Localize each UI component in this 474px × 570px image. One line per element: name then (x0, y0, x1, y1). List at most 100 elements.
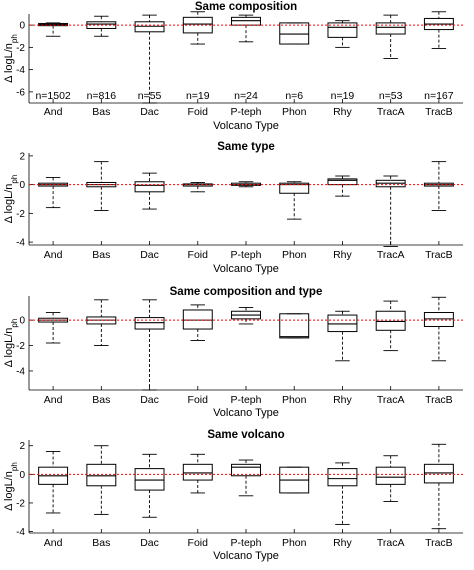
x-tick-label: Rhy (333, 106, 352, 118)
box-iqr (327, 468, 358, 487)
y-axis-label-subscript: ph (10, 34, 19, 43)
box-TracA (375, 300, 406, 352)
y-tick-label: 2 (19, 151, 25, 162)
x-tick-label: TracB (425, 106, 453, 118)
y-tick-label: -4 (16, 527, 25, 538)
box-And (38, 450, 69, 514)
box-Rhy (327, 462, 358, 525)
x-tick-label: Phon (282, 537, 307, 549)
sample-size-label: n=53 (379, 90, 403, 102)
box-iqr (375, 22, 406, 35)
x-tick-label: Bas (92, 106, 110, 118)
y-axis-label: Δ logL/nph (3, 34, 19, 83)
box-TracA (375, 455, 406, 502)
sample-size-label: n=19 (331, 90, 355, 102)
x-tick-label: Dac (140, 394, 159, 406)
y-tick-label: -2 (16, 498, 25, 509)
y-axis-label: Δ logL/nph (3, 462, 19, 511)
box-Foid (182, 182, 213, 193)
box-And (38, 176, 69, 209)
box-Bas (86, 445, 117, 515)
x-tick-label: And (44, 394, 63, 406)
box-Dac (134, 299, 165, 391)
box-TracA (375, 175, 406, 247)
box-iqr (86, 463, 117, 487)
x-tick-label: TracA (377, 249, 405, 261)
box-TracA (375, 14, 406, 59)
y-axis-label-subscript: ph (10, 462, 19, 471)
box-Phon (279, 313, 310, 339)
chart-title: Same composition and type (170, 286, 323, 298)
y-tick-label: -4 (16, 238, 25, 249)
y-tick-label: 0 (19, 180, 25, 191)
box-Rhy (327, 20, 358, 48)
y-axis-label-subscript: ph (10, 319, 19, 328)
y-tick-label: -2 (16, 341, 25, 352)
x-axis-label: Volcano Type (213, 263, 279, 275)
box-P-teph (231, 459, 261, 497)
y-tick-label: -6 (16, 87, 25, 98)
x-tick-label: And (44, 537, 63, 549)
box-iqr (279, 182, 310, 194)
y-tick-label: -2 (16, 43, 25, 54)
y-tick-label: 2 (19, 441, 25, 452)
x-tick-label: P-teph (231, 249, 262, 261)
box-Dac (134, 453, 165, 518)
box-Bas (86, 161, 117, 211)
box-iqr (134, 468, 165, 491)
chart-title: Same type (217, 141, 275, 153)
x-tick-label: And (44, 249, 63, 261)
box-iqr (182, 309, 213, 330)
x-tick-label: Dac (140, 106, 159, 118)
box-Dac (134, 14, 165, 104)
box-Foid (182, 11, 213, 45)
x-tick-label: TracA (377, 537, 405, 549)
box-iqr (423, 463, 454, 484)
x-axis-label: Volcano Type (213, 120, 279, 132)
box-And (38, 22, 69, 37)
x-tick-label: TracA (377, 106, 405, 118)
x-tick-label: TracB (425, 249, 453, 261)
y-tick-label: -2 (16, 209, 25, 220)
x-tick-label: Phon (282, 106, 307, 118)
x-tick-label: Dac (140, 249, 159, 261)
sample-size-label: n=816 (87, 90, 117, 102)
box-P-teph (231, 14, 261, 43)
box-Rhy (327, 175, 358, 197)
x-tick-label: And (44, 106, 63, 118)
box-iqr (327, 22, 358, 38)
x-tick-label: Bas (92, 537, 110, 549)
box-Rhy (327, 310, 358, 362)
x-tick-label: Bas (92, 394, 110, 406)
sample-size-label: n=6 (285, 90, 303, 102)
x-axis-label: Volcano Type (213, 407, 279, 419)
y-axis-label: Δ logL/nph (3, 319, 19, 368)
box-iqr (231, 16, 261, 26)
y-tick-label: -4 (16, 366, 25, 377)
box-iqr (182, 16, 213, 34)
box-TracB (423, 296, 454, 362)
x-tick-label: Rhy (333, 249, 352, 261)
x-tick-label: P-teph (231, 106, 262, 118)
sample-size-label: n=19 (186, 90, 210, 102)
y-axis-label-subscript: ph (10, 175, 19, 184)
y-axis-label: Δ logL/nph (3, 175, 19, 224)
box-iqr (134, 317, 165, 330)
sample-size-label: n=55 (138, 90, 162, 102)
box-And (38, 312, 69, 344)
x-tick-label: Dac (140, 537, 159, 549)
box-P-teph (231, 181, 261, 188)
box-P-teph (231, 306, 261, 325)
box-iqr (231, 463, 261, 477)
x-tick-label: TracA (377, 394, 405, 406)
x-tick-label: Bas (92, 249, 110, 261)
x-tick-label: Phon (282, 394, 307, 406)
chart-panel-3: Same composition and type 0 -2 -4Δ logL/nph… (3, 286, 463, 419)
chart-title: Same composition (195, 1, 297, 13)
box-Phon (279, 22, 310, 45)
sample-size-label: n=167 (424, 90, 454, 102)
sample-size-label: n=1502 (35, 90, 70, 102)
box-iqr (375, 310, 406, 331)
